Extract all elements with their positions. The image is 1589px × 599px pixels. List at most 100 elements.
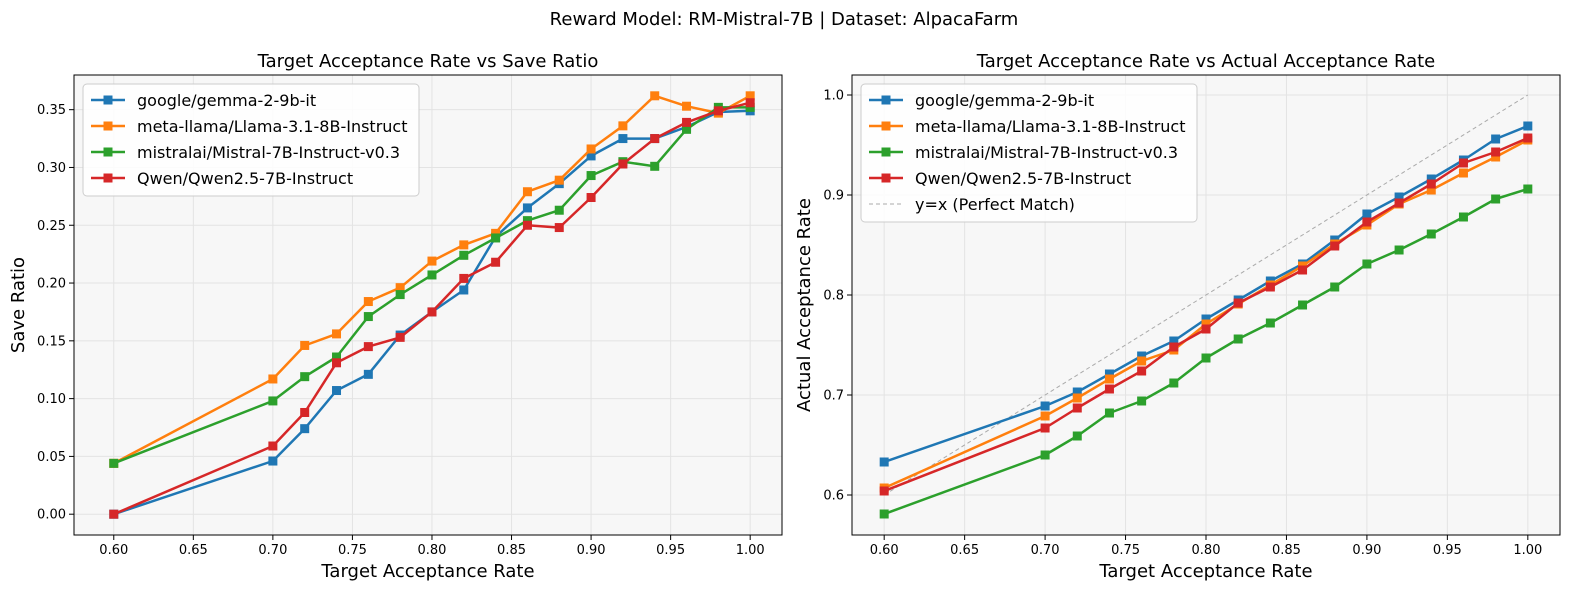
- figure-suptitle: Reward Model: RM-Mistral-7B | Dataset: A…: [550, 9, 1019, 30]
- y-tick-label: 0.7: [823, 389, 844, 404]
- x-tick-label: 0.65: [179, 543, 208, 558]
- legend-label-qwen: Qwen/Qwen2.5-7B-Instruct: [915, 169, 1131, 188]
- data-point-qwen: [1394, 198, 1404, 208]
- data-point-llama: [395, 283, 405, 293]
- legend-label-llama: meta-llama/Llama-3.1-8B-Instruct: [915, 117, 1186, 136]
- data-point-llama: [332, 329, 342, 339]
- legend-marker-google: [881, 95, 891, 105]
- chart-save-ratio: 0.60 0.65 0.70 0.75 0.80 0.85 0.90 0.95 1.00 0.00…: [8, 51, 783, 582]
- data-point-qwen: [363, 342, 373, 352]
- x-tick-label: 0.75: [1111, 543, 1140, 558]
- x-axis-label: Target Acceptance Rate: [320, 561, 534, 582]
- legend-marker-qwen: [881, 173, 891, 183]
- y-axis-label: Actual Acceptance Rate: [794, 198, 815, 412]
- data-point-llama: [491, 228, 501, 238]
- chart-title: Target Acceptance Rate vs Save Ratio: [257, 51, 599, 72]
- data-point-google: [332, 386, 342, 396]
- data-point-mistral: [332, 352, 342, 362]
- data-point-google: [522, 203, 532, 213]
- y-tick-label: 0.9: [823, 189, 844, 204]
- data-point-llama: [682, 101, 692, 111]
- data-point-mistral: [1137, 396, 1147, 406]
- data-point-llama: [650, 91, 660, 101]
- legend-marker-google: [103, 95, 113, 105]
- data-point-llama: [1104, 374, 1114, 384]
- data-point-qwen: [1072, 403, 1082, 413]
- data-point-llama: [1491, 152, 1501, 162]
- data-point-llama: [363, 297, 373, 307]
- legend-marker-mistral: [881, 147, 891, 157]
- legend-box: [82, 83, 420, 197]
- data-point-qwen: [1458, 158, 1468, 168]
- data-point-google: [586, 151, 596, 161]
- data-point-llama: [1040, 411, 1050, 421]
- x-tick-label: 0.90: [1352, 543, 1381, 558]
- data-point-qwen: [1040, 423, 1050, 433]
- data-point-qwen: [650, 134, 660, 144]
- data-point-qwen: [109, 509, 119, 519]
- data-point-qwen: [1523, 133, 1533, 143]
- x-tick-label: 0.95: [656, 543, 685, 558]
- data-point-mistral: [109, 458, 119, 468]
- data-point-google: [618, 134, 628, 144]
- data-point-qwen: [1104, 384, 1114, 394]
- data-point-qwen: [1169, 342, 1179, 352]
- legend-label-llama: meta-llama/Llama-3.1-8B-Instruct: [137, 117, 408, 136]
- data-point-llama: [586, 144, 596, 154]
- chart-actual-acceptance: 0.60 0.65 0.70 0.75 0.80 0.85 0.90 0.95 1.00 0.6 0…: [794, 51, 1561, 582]
- data-point-qwen: [268, 441, 278, 451]
- data-point-qwen: [459, 273, 469, 283]
- data-point-mistral: [1523, 184, 1533, 194]
- x-tick-label: 0.60: [99, 543, 128, 558]
- data-point-mistral: [1426, 229, 1436, 239]
- y-tick-label: 0.6: [823, 489, 844, 504]
- data-point-qwen: [395, 332, 405, 342]
- x-tick-label: 1.00: [736, 543, 765, 558]
- data-point-mistral: [554, 205, 564, 215]
- data-point-mistral: [1265, 318, 1275, 328]
- data-point-mistral: [879, 509, 889, 519]
- data-point-llama: [1201, 319, 1211, 329]
- data-point-mistral: [1330, 282, 1340, 292]
- y-tick-label: 0.05: [37, 450, 66, 465]
- axes-frame: [73, 74, 783, 536]
- y-tick-label: 0.30: [37, 161, 66, 176]
- x-tick-label: 0.85: [1272, 543, 1301, 558]
- data-point-google: [1201, 314, 1211, 324]
- data-point-google: [1137, 351, 1147, 361]
- x-tick-label: 0.80: [418, 543, 447, 558]
- y-tick-label: 0.35: [37, 103, 66, 118]
- y-tick-label: 0.25: [37, 219, 66, 234]
- data-point-mistral: [1458, 212, 1468, 222]
- data-point-llama: [522, 187, 532, 197]
- data-point-google: [300, 424, 310, 434]
- data-point-llama: [1137, 356, 1147, 366]
- data-point-mistral: [395, 290, 405, 300]
- data-point-google: [1104, 369, 1114, 379]
- data-point-qwen: [427, 307, 437, 317]
- data-point-llama: [300, 340, 310, 350]
- data-point-mistral: [268, 396, 278, 406]
- data-point-qwen: [1426, 179, 1436, 189]
- x-tick-label: 0.60: [870, 543, 899, 558]
- data-point-mistral: [459, 250, 469, 260]
- data-point-mistral: [586, 171, 596, 181]
- data-point-mistral: [1362, 259, 1372, 269]
- x-tick-label: 0.90: [577, 543, 606, 558]
- y-tick-label: 0.15: [37, 334, 66, 349]
- x-tick-label: 0.95: [1433, 543, 1462, 558]
- data-point-llama: [427, 256, 437, 266]
- data-point-qwen: [554, 223, 564, 233]
- data-point-qwen: [1298, 265, 1308, 275]
- x-tick-label: 0.70: [1031, 543, 1060, 558]
- data-point-qwen: [618, 159, 628, 169]
- legend-label-qwen: Qwen/Qwen2.5-7B-Instruct: [137, 169, 353, 188]
- data-point-qwen: [1330, 241, 1340, 251]
- data-point-llama: [1458, 168, 1468, 178]
- x-tick-label: 0.85: [497, 543, 526, 558]
- data-point-llama: [618, 121, 628, 131]
- data-point-mistral: [1491, 194, 1501, 204]
- data-point-mistral: [300, 372, 310, 382]
- data-point-mistral: [1201, 353, 1211, 363]
- data-point-mistral: [1233, 334, 1243, 344]
